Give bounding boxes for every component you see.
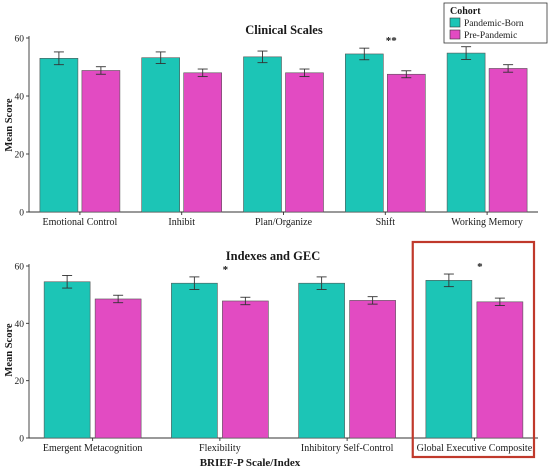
bar-pandemic-born-inhibit: [141, 57, 180, 213]
bar-pandemic-born-flexibility: [171, 282, 218, 439]
indexes-gec-ylabel: Mean Score: [4, 323, 15, 377]
bar-pandemic-born-emotional-control: [39, 57, 79, 213]
x-tick-label-inhibitory-self-control: Inhibitory Self-Control: [301, 443, 394, 454]
bar-pre-pandemic-flexibility: [222, 300, 269, 439]
x-tick-label-plan-organize: Plan/Organize: [255, 217, 313, 228]
legend-label-pre-pandemic: Pre-Pandemic: [464, 31, 517, 41]
bar-pandemic-born-shift: [344, 53, 384, 213]
bar-pre-pandemic-shift: [386, 73, 426, 213]
bar-pre-pandemic-working-memory: [488, 68, 528, 213]
highlight-box-global-executive-composite: [411, 240, 536, 459]
bar-pandemic-born-plan-organize: [243, 56, 282, 213]
y-tick-label: 0: [19, 209, 24, 219]
x-tick-label-emergent-metacognition: Emergent Metacognition: [43, 443, 143, 454]
y-tick-label: 20: [15, 151, 25, 161]
x-tick-label-emotional-control: Emotional Control: [43, 217, 118, 228]
x-tick-label-working-memory: Working Memory: [451, 217, 523, 228]
x-tick-label-global-executive-composite: Global Executive Composite: [417, 443, 533, 454]
significance-marker: *: [477, 261, 483, 273]
bar-pre-pandemic-emergent-metacognition: [94, 298, 142, 439]
bar-pre-pandemic-plan-organize: [285, 72, 324, 213]
bar-pandemic-born-working-memory: [446, 52, 486, 213]
bar-pre-pandemic-inhibit: [183, 72, 222, 213]
x-tick-label-shift: Shift: [376, 217, 396, 228]
legend: Cohort Pandemic-Born Pre-Pandemic: [443, 2, 548, 44]
y-tick-label: 60: [15, 35, 25, 45]
bar-pandemic-born-global-executive-composite: [425, 280, 473, 439]
x-axis-label: BRIEF-P Scale/Index: [200, 457, 301, 469]
significance-marker: *: [223, 264, 229, 276]
y-tick-label: 0: [19, 435, 24, 445]
legend-label-pandemic-born: Pandemic-Born: [464, 19, 524, 29]
indexes-gec-title: Indexes and GEC: [226, 249, 320, 263]
bar-pandemic-born-emergent-metacognition: [43, 281, 91, 439]
legend-title: Cohort: [450, 6, 481, 17]
significance-marker: **: [386, 35, 398, 47]
legend-swatch-pandemic-born: [449, 17, 461, 28]
y-tick-label: 40: [15, 320, 25, 330]
x-tick-label-flexibility: Flexibility: [199, 443, 241, 454]
y-tick-label: 60: [15, 263, 25, 273]
bar-pre-pandemic-emotional-control: [81, 70, 121, 213]
y-tick-label: 40: [15, 93, 25, 103]
indexes-gec-panel: Indexes and GEC Mean Score 0 20 40 60 Emerge…: [4, 240, 538, 459]
clinical-scales-title: Clinical Scales: [245, 23, 323, 37]
bar-pre-pandemic-inhibitory-self-control: [349, 300, 396, 439]
clinical-scales-ylabel: Mean Score: [4, 98, 15, 152]
legend-swatch-pre-pandemic: [449, 29, 461, 40]
clinical-scales-panel: Clinical Scales Mean Score 0 20 40 60 Emotio…: [4, 23, 538, 228]
y-tick-label: 20: [15, 377, 25, 387]
bar-pandemic-born-inhibitory-self-control: [298, 282, 345, 439]
legend-frame: [443, 2, 548, 44]
x-tick-label-inhibit: Inhibit: [168, 217, 195, 228]
bar-pre-pandemic-global-executive-composite: [476, 301, 524, 439]
